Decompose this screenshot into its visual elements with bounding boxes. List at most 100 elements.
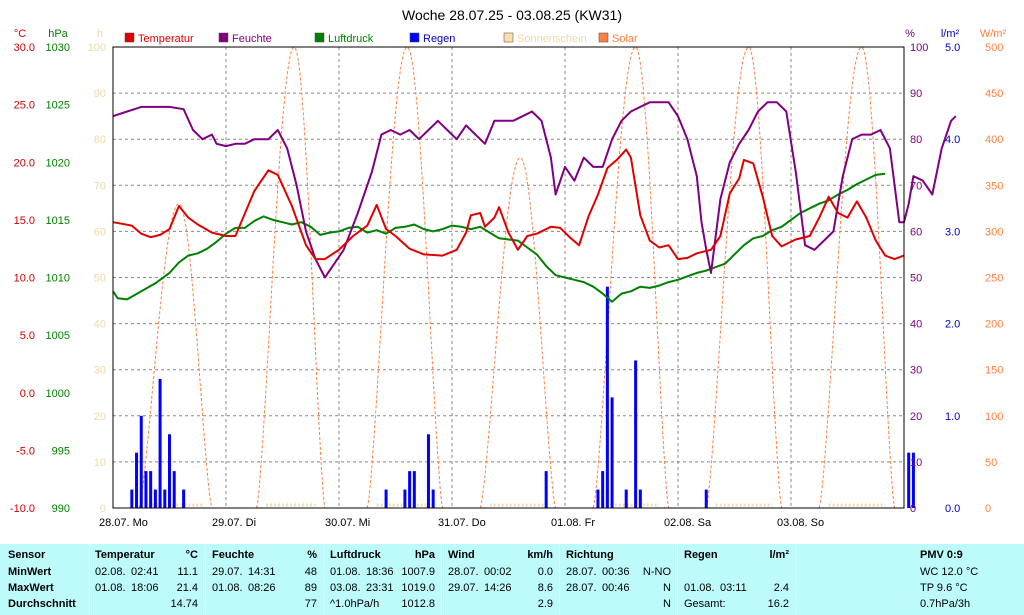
wind-header: Wind [448, 549, 475, 561]
rain-tick-label: 5.0 [945, 42, 960, 54]
stats-richtung: Richtung 28.07. 00:36 N-NO 28.07. 00:46 … [566, 544, 674, 615]
legend-swatch-feuchte [218, 32, 229, 43]
humidity-tick-label: 10 [910, 457, 922, 469]
richtung-max: N [663, 582, 671, 594]
pressure-unit-label: hPa [48, 28, 68, 40]
rain-bar [412, 471, 416, 508]
temperatur-min-time: 02:41 [131, 566, 159, 578]
luftdruck-max-time: 23:31 [366, 582, 394, 594]
temperatur-min: 11.1 [177, 566, 198, 578]
rain-tick-label: 4.0 [945, 134, 960, 146]
x-day-label: 30.07. Mi [325, 517, 370, 529]
solar-series-day-4 [479, 157, 557, 509]
pressure-tick-label: 1010 [46, 273, 70, 285]
stats-sensor: Sensor MinWert MaxWert Durchschnitt [8, 544, 88, 615]
pressure-tick-label: 990 [52, 503, 70, 515]
feuchte-avg: 77 [304, 598, 317, 610]
solar-tick-label: 0 [985, 503, 991, 515]
sunshine-tick-label: 100 [88, 42, 106, 54]
rain-tick-label: 3.0 [945, 226, 960, 238]
wind-max: 8.6 [537, 582, 553, 594]
feuchte-max: 89 [304, 582, 317, 594]
richtung-header: Richtung [566, 549, 614, 561]
rain-bar [610, 397, 614, 508]
legend-label-sonnenschein: Sonnenschein [517, 33, 587, 45]
feuchte-unit: % [307, 549, 317, 561]
rain-bar [384, 489, 388, 508]
rain-tick-label: 1.0 [945, 411, 960, 423]
luftdruck-trend: ^1.0hPa/h [330, 598, 380, 610]
sunshine-tick-label: 0 [100, 503, 106, 515]
wind-max-date: 29.07. [448, 582, 479, 594]
humidity-tick-label: 0 [910, 503, 916, 515]
weather-chart: Woche 28.07.25 - 03.08.25 (KW31) 30.0 25.… [10, 7, 1007, 529]
wind-min-date: 28.07. [448, 566, 479, 578]
legend-label-regen: Regen [423, 33, 455, 45]
luftdruck-min: 1007.9 [401, 566, 435, 578]
rain-tick-label: 0.0 [945, 503, 960, 515]
rain-bar [596, 489, 600, 508]
rain-bar [182, 489, 186, 508]
humidity-unit-label: % [905, 28, 915, 40]
legend-label-luftdruck: Luftdruck [328, 33, 374, 45]
sunshine-tick-label: 70 [94, 180, 106, 192]
richtung-min-time: 00:36 [602, 566, 630, 578]
sunshine-tick-label: 40 [94, 319, 106, 331]
solar-tick-label: 350 [985, 180, 1003, 192]
rain-bar [149, 471, 153, 508]
rain-bar [158, 378, 162, 508]
chart-title: Woche 28.07.25 - 03.08.25 (KW31) [402, 7, 622, 23]
feuchte-min-time: 14:31 [248, 566, 276, 578]
rain-bar [634, 360, 638, 508]
rain-bar [638, 489, 642, 508]
solar-tick-label: 100 [985, 411, 1003, 423]
temperatur-min-date: 02.08. [95, 566, 126, 578]
x-day-label: 02.08. Sa [664, 517, 712, 529]
plot-frame [112, 46, 905, 509]
richtung-max-time: 00:46 [602, 582, 630, 594]
rain-bar [907, 452, 911, 508]
stats-feuchte: Feuchte % 29.07. 14:31 48 01.08. 08:26 8… [212, 544, 320, 615]
humidity-tick-label: 80 [910, 134, 922, 146]
rain-bar [144, 471, 148, 508]
luftdruck-min-time: 18:36 [366, 566, 394, 578]
rain-bar [172, 471, 176, 508]
temperatur-max-date: 01.08. [95, 582, 126, 594]
sunshine-tick-label: 90 [94, 88, 106, 100]
temp-tick-label: 10.0 [14, 273, 35, 285]
rain-bar [168, 434, 171, 508]
stats-divider [205, 544, 206, 615]
rain-bar [403, 489, 407, 508]
luftdruck-header: Luftdruck [330, 549, 381, 561]
rain-bar [408, 471, 412, 508]
solar-series-day-2 [256, 46, 326, 509]
legend-label-solar: Solar [612, 33, 638, 45]
richtung-max-date: 28.07. [566, 582, 597, 594]
x-day-label: 28.07. Mo [99, 517, 148, 529]
temperatur-unit: °C [185, 549, 198, 561]
humidity-tick-label: 100 [910, 42, 928, 54]
humidity-tick-label: 70 [910, 180, 922, 192]
stats-divider [559, 544, 560, 615]
legend-swatch-luftdruck [314, 32, 325, 43]
humidity-tick-label: 40 [910, 319, 922, 331]
rain-bar [163, 489, 167, 508]
stats-divider [441, 544, 442, 615]
rain-bar [135, 452, 139, 508]
pmv-dewpoint: TP 9.6 °C [920, 582, 968, 594]
temp-tick-label: -10.0 [10, 503, 35, 515]
regen-total-label: Gesamt: [684, 598, 726, 610]
sunshine-tick-label: 10 [94, 457, 106, 469]
rain-bar [704, 489, 708, 508]
stats-pmv: PMV 0:9 WC 12.0 °C TP 9.6 °C 0.7hPa/3h [900, 544, 1018, 615]
stats-label-avg: Durchschnitt [8, 598, 76, 610]
legend-swatch-solar [598, 32, 609, 43]
regen-unit: l/m² [769, 549, 789, 561]
pressure-tick-label: 1005 [46, 330, 70, 342]
temp-tick-label: 25.0 [14, 100, 35, 112]
stats-label-max: MaxWert [8, 582, 54, 594]
luftdruck-series-line [112, 172, 886, 303]
luftdruck-avg: 1012.8 [401, 598, 435, 610]
pressure-tick-label: 1000 [46, 388, 70, 400]
pmv-windchill: WC 12.0 °C [920, 566, 979, 578]
